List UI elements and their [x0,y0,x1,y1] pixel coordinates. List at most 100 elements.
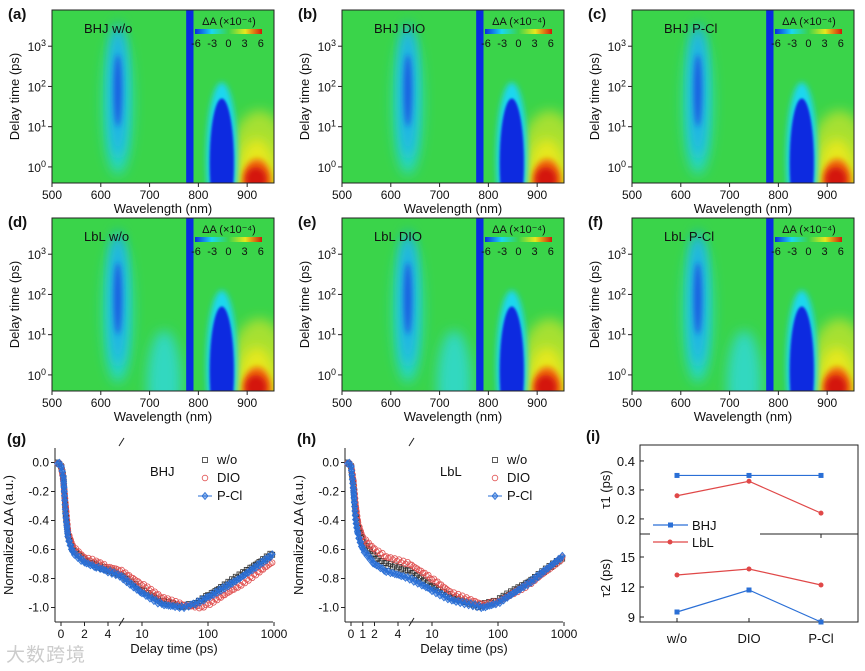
y-tick-label: 100 [318,367,336,383]
data-marker-circle [430,575,438,582]
heatmap-feature-red [535,166,557,183]
heatmap-panel: 500 600 700 800 900 100 101 102 103 Wavelength (n… [587,214,855,424]
y-tick-label: 101 [318,327,336,343]
colorbar-tick-label: 3 [532,38,538,50]
sample-label: LbL [440,464,462,479]
heatmap-feature-blue-core [113,54,122,127]
heatmap-feature-blue-core [693,262,702,335]
plot-frame [631,217,855,392]
heatmap-feature-blue-850 [789,98,814,183]
x-tick-label: 500 [622,396,642,410]
heatmap-pump-band [186,10,194,183]
x-tick-label: 700 [140,188,160,202]
x-tick-label: 4 [105,627,112,641]
x-tick-label: 1 [359,627,366,641]
legend-label: DIO [217,470,240,485]
y-tick-label: 101 [318,119,336,135]
colorbar-gradient [775,237,842,242]
x-tick-label: 900 [237,396,257,410]
x-tick-label: 500 [42,188,62,202]
y-tick-label: -0.6 [28,543,49,557]
heatmap-map [52,218,274,391]
heatmap-map [342,10,564,183]
colorbar-title: ΔA (×10⁻⁴) [202,16,256,28]
y-axis-label: Delay time (ps) [587,261,602,348]
heatmap-pump-band [186,218,194,391]
data-marker-diamond [268,550,276,559]
heatmap-feature-red [245,166,267,183]
data-marker-circle [131,576,138,583]
colorbar-tick-label: -6 [481,38,491,50]
y-axis-label: Delay time (ps) [587,53,602,140]
colorbar-tick-label: 6 [258,246,264,258]
colorbar-title: ΔA (×10⁻⁴) [492,16,546,28]
x-tick-label: 700 [720,188,740,202]
x-tick-label: 800 [768,396,788,410]
data-point-circle [746,566,752,572]
data-point-square [674,472,680,478]
y-tick-label: 101 [608,119,626,135]
colorbar-tick-label: 0 [515,38,521,50]
y-tick-label: -1.0 [28,601,49,615]
kinetics-panel: 0 1 2 4 10 100 1000 0.0 -0.2 -0.4 -0.6 -0.8 -1.0 Dela… [291,431,578,656]
x-tick-label: 900 [817,396,837,410]
panel-label: (f) [588,214,603,231]
x-tick-label: 700 [430,188,450,202]
heatmap-feature-cyan-lbl [147,330,182,391]
colorbar-tick-label: -3 [497,38,507,50]
colorbar-tick-label: 0 [805,38,811,50]
colorbar: ΔA (×10⁻⁴)-6 -3 0 3 6 [191,224,264,258]
colorbar-tick-label: 3 [242,38,248,50]
colorbar-tick-label: -3 [207,38,217,50]
heatmap-feature-blue-850 [499,306,524,391]
x-axis-label: Wavelength (nm) [694,409,793,424]
heatmap-map [342,218,564,391]
y-tick-label: 0.4 [617,454,635,469]
x-tick-label: 800 [478,396,498,410]
heatmap-feature-blue-core [403,262,412,335]
panel-label: (i) [586,428,600,445]
y-tick-label: 102 [318,286,336,302]
legend-marker [667,539,673,545]
sample-label: BHJ P-Cl [664,21,718,36]
data-point-square [818,472,824,478]
data-marker-circle [268,559,276,566]
y-axis-label: τ2 (ps) [598,559,613,597]
series-BHJ-bottom [674,587,824,625]
plot-frame [51,9,275,184]
x-tick-label: 10 [135,627,149,641]
legend-label: LbL [692,535,714,550]
heatmap-feature-blue-850 [209,306,234,391]
colorbar-title: ΔA (×10⁻⁴) [202,224,256,236]
series-w/o [344,459,566,611]
y-tick-label: 0.0 [32,456,49,470]
axis-break [118,617,125,627]
heatmap-feature-red [245,374,267,391]
data-marker-square [202,457,208,463]
data-marker-circle [426,575,434,582]
y-tick-label: 15 [621,550,635,565]
y-tick-label: 101 [28,327,46,343]
axis-break [408,617,415,627]
x-tick-label: 500 [332,188,352,202]
series-line [676,480,822,514]
y-axis-label: Delay time (ps) [297,261,312,348]
x-axis-label: Delay time (ps) [420,641,507,656]
y-tick-label: 102 [28,78,46,94]
colorbar-tick-label: 6 [838,38,844,50]
legend-label: BHJ [692,518,717,533]
y-tick-label: 100 [28,367,46,383]
x-tick-label: 800 [188,188,208,202]
panel-label: (g) [7,431,26,448]
data-marker-circle [227,588,234,595]
heatmap-panel: 500 600 700 800 900 100 101 102 103 Wavelength (n… [297,6,565,216]
colorbar-tick-label: 0 [515,246,521,258]
x-axis-label: Wavelength (nm) [694,201,793,216]
heatmap-feature-blue-850 [499,98,524,183]
data-point-square [746,587,752,593]
y-tick-label: 103 [28,246,46,262]
data-marker-circle [201,474,209,482]
heatmap-panel: 500 600 700 800 900 100 101 102 103 Wavelength (n… [297,214,565,424]
heatmap-pump-band [766,10,774,183]
